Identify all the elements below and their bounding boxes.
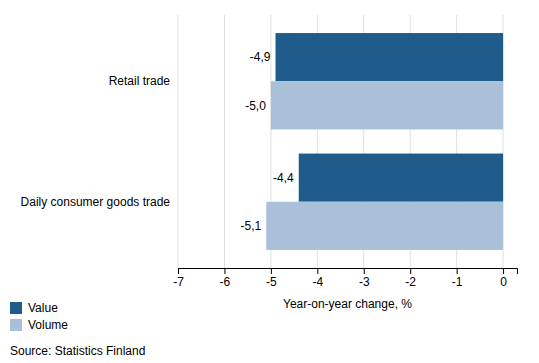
x-tick-label: -3 <box>359 275 370 289</box>
x-tick-label: 0 <box>500 275 507 289</box>
data-label: -5,0 <box>245 99 266 113</box>
x-tick: -4 <box>312 268 323 289</box>
data-label: -4,4 <box>273 171 294 185</box>
x-tick: -7 <box>173 268 184 289</box>
data-labels: -4,4 -4,9 -5,1 -5,0 <box>241 50 295 233</box>
bar <box>271 81 503 129</box>
x-axis: -7 -6 -5 -4 -3 -2 -1 0 <box>173 268 517 289</box>
y-tick-label: Retail trade <box>109 74 171 88</box>
bars <box>266 33 503 250</box>
y-tick: Daily consumer goods trade <box>21 195 178 209</box>
x-tick-label: -6 <box>220 275 231 289</box>
x-axis-title: Year-on-year change, % <box>283 297 412 311</box>
x-tick-mark <box>224 268 225 274</box>
x-tick-mark <box>364 268 365 274</box>
bar-series <box>266 81 503 250</box>
bar <box>299 154 503 202</box>
x-tick: -3 <box>359 268 370 289</box>
bar <box>276 33 504 81</box>
x-tick-mark <box>317 268 318 274</box>
y-tick-label: Daily consumer goods trade <box>21 195 171 209</box>
legend-label: Value <box>28 301 58 315</box>
x-tick: -2 <box>405 268 416 289</box>
data-label: -4,9 <box>250 50 271 64</box>
grid-line <box>224 15 225 268</box>
x-tick-label: -4 <box>312 275 323 289</box>
legend-swatch <box>10 319 22 331</box>
grid <box>178 15 503 268</box>
plot: -4,4 -4,9 -5,1 -5,0 -7 -6 -5 -4 -3 -2 -1 0 Daily con… <box>21 15 518 289</box>
legend-swatch <box>10 302 22 314</box>
x-tick: -6 <box>220 268 231 289</box>
x-tick-mark <box>457 268 458 274</box>
x-tick-mark <box>503 268 504 274</box>
x-tick: -1 <box>452 268 463 289</box>
chart: -4,4 -4,9 -5,1 -5,0 -7 -6 -5 -4 -3 -2 -1 0 Daily con… <box>0 0 539 363</box>
x-tick-label: -7 <box>173 275 184 289</box>
y-axis: Daily consumer goods trade Retail trade <box>21 74 178 208</box>
legend-item: Volume <box>10 318 68 332</box>
x-tick-label: -5 <box>266 275 277 289</box>
grid-line <box>178 15 179 268</box>
x-tick-mark <box>410 268 411 274</box>
legend: Value Volume <box>10 301 68 332</box>
y-tick: Retail trade <box>109 74 178 88</box>
legend-item: Value <box>10 301 58 315</box>
x-axis-line <box>179 269 518 275</box>
bar <box>266 202 503 250</box>
legend-label: Volume <box>28 318 68 332</box>
x-tick-label: -1 <box>452 275 463 289</box>
x-tick: -5 <box>266 268 277 289</box>
x-tick: 0 <box>500 268 507 289</box>
x-tick-label: -2 <box>405 275 416 289</box>
x-tick-mark <box>271 268 272 274</box>
data-label: -5,1 <box>241 219 262 233</box>
source-note: Source: Statistics Finland <box>10 344 145 358</box>
x-tick-mark <box>178 268 179 274</box>
